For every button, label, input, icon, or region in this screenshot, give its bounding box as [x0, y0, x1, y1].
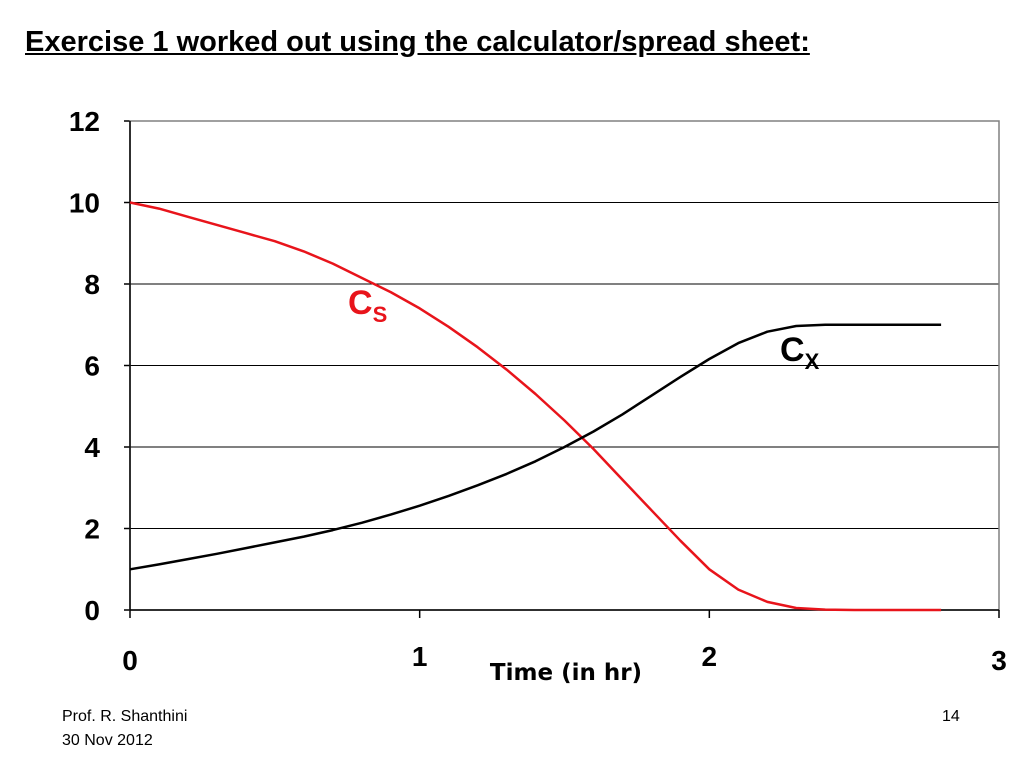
y-tick-label-4: 8 [84, 269, 100, 300]
y-tick-label-5: 10 [69, 188, 100, 219]
series-line-cx [129, 323, 942, 571]
y-tick-label-1: 2 [84, 514, 100, 545]
page-number: 14 [942, 708, 960, 725]
series-label-cs-sub: S [373, 302, 388, 327]
series-lines [129, 201, 942, 612]
y-tick-label-3: 6 [84, 351, 100, 382]
x-tick-label-0: 0 [122, 645, 138, 676]
x-tick-label-3: 3 [991, 645, 1007, 676]
x-tick-label-1: 1 [412, 641, 428, 672]
slide-title: Exercise 1 worked out using the calculat… [25, 26, 810, 58]
axes [124, 120, 1000, 618]
y-tick-label-6: 12 [69, 106, 100, 137]
footer-date: 30 Nov 2012 [62, 732, 153, 749]
series-label-cx-main: C [780, 331, 805, 369]
series-label-cs: CS [348, 284, 387, 327]
x-tick-label-2: 2 [702, 641, 718, 672]
series-label-cs-main: C [348, 284, 373, 322]
series-label-cx-sub: X [805, 349, 820, 374]
y-tick-label-2: 4 [84, 432, 100, 463]
y-tick-label-0: 0 [84, 595, 100, 626]
series-label-cx: CX [780, 331, 820, 374]
x-axis-label: Time (in hr) [490, 660, 642, 686]
footer-author: Prof. R. Shanthini [62, 708, 188, 725]
series-line-cs [129, 201, 942, 612]
